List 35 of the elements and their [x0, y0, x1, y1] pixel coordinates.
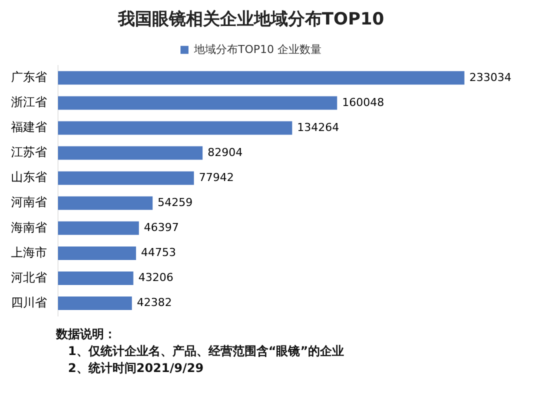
chart-title: 我国眼镜相关企业地域分布TOP10 — [116, 10, 384, 30]
text: 2、统计时间2021/9/29 — [67, 360, 205, 377]
text: 数据说明： — [56, 326, 117, 343]
y-tick-label: 山东省 — [11, 170, 47, 184]
bar — [58, 246, 136, 260]
data-label: 42382 — [136, 296, 172, 310]
data-label: 54259 — [158, 196, 193, 209]
data-label: 82904 — [208, 146, 243, 159]
legend-label: 地域分布TOP10 企业数量 — [193, 42, 322, 56]
data-label: 77942 — [198, 170, 234, 184]
y-tick-label: 江苏省 — [11, 145, 47, 160]
y-tick-label: 福建省 — [11, 120, 47, 134]
data-label: 160048 — [342, 96, 384, 109]
data-label: 44753 — [141, 246, 176, 260]
data-label: 46397 — [144, 221, 179, 234]
y-tick-label: 四川省 — [11, 295, 47, 310]
bar — [58, 146, 203, 160]
text: 1、仅统计企业名、产品、经营范围含“眼镜”的企业 — [67, 343, 346, 360]
y-tick-label: 河南省 — [11, 195, 47, 210]
bar — [58, 221, 139, 235]
data-label: 233034 — [469, 70, 512, 84]
y-tick-label: 海南省 — [11, 220, 47, 234]
data-label: 134264 — [297, 120, 340, 134]
bar — [58, 171, 194, 185]
y-tick-label: 河北省 — [11, 270, 47, 284]
bar — [58, 96, 338, 110]
bar — [58, 296, 132, 310]
bar — [58, 271, 134, 285]
y-tick-label: 广东省 — [11, 70, 47, 84]
bar — [58, 196, 153, 210]
bar — [58, 71, 464, 85]
data-label: 43206 — [138, 271, 174, 284]
y-tick-label: 上海市 — [11, 245, 47, 260]
y-tick-label: 浙江省 — [11, 95, 47, 110]
bar — [58, 121, 292, 135]
